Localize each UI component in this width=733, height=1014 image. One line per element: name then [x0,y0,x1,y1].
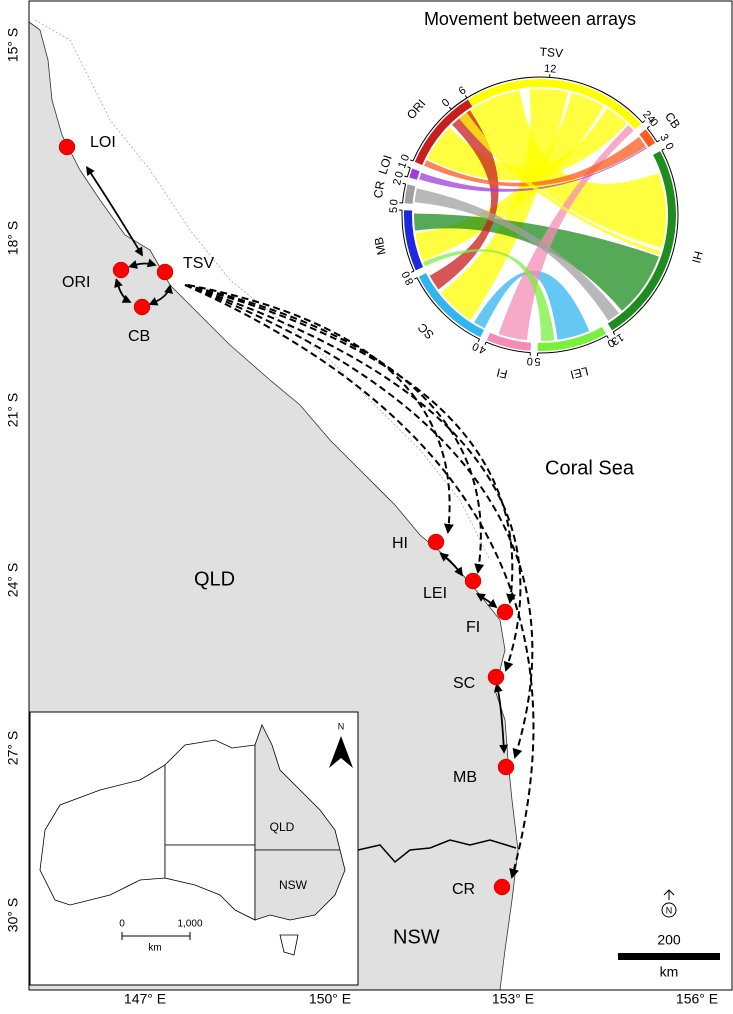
scale-unit: km [660,964,679,980]
inset-north-label: N [338,721,345,731]
lat-label: 24° S [5,563,21,597]
lon-label: 156° E [676,991,718,1007]
chord-tick-label: 12 [544,63,557,76]
site-marker [465,573,481,589]
lat-label: 27° S [5,731,21,765]
site-marker [498,759,514,775]
chord-title: Movement between arrays [424,9,636,29]
chord-tick-label: 0 [526,355,533,367]
site-marker [428,534,444,550]
inset-map: QLD NSW 0 1,000 km N [30,712,358,985]
chord-sector [413,170,416,179]
australia-nt [165,740,255,845]
region-label: NSW [393,926,440,948]
site-label: TSV [183,255,214,272]
site-marker [157,264,173,280]
site-label: CR [452,881,475,898]
site-label: ORI [62,274,90,291]
region-label: QLD [194,568,235,590]
inset-scale-label: 1,000 [177,919,202,930]
lat-label: 15° S [5,28,21,62]
north-label: N [666,905,673,915]
site-label: SC [453,675,475,692]
lon-label: 150° E [309,991,351,1007]
site-marker [497,604,513,620]
inset-scale-unit: km [148,943,161,954]
site-label: LEI [423,585,447,602]
chord-sector [409,185,412,203]
inset-scale-label: 0 [119,919,125,930]
chord-tick-label: 5 [388,207,400,214]
site-label: HI [392,535,408,552]
chord-sector-label: CR [371,180,388,200]
inset-region-label: QLD [270,820,295,834]
chord-tick-label: 0 [388,199,400,206]
scale-bar-rect [618,953,720,960]
lat-label: 21° S [5,393,21,427]
lat-label: 18° S [5,221,21,255]
site-marker [494,879,510,895]
inset-region-label: NSW [279,878,308,892]
site-label: MB [453,769,477,786]
lon-label: 147° E [124,991,166,1007]
chord-tick-label: 5 [534,355,540,367]
site-label: FI [466,619,480,636]
site-label: LOI [90,134,116,151]
site-marker [113,262,129,278]
site-label: CB [128,328,150,345]
region-label: Coral Sea [545,457,635,479]
chord-sector-label: TSV [539,45,563,61]
lon-label: 153° E [492,991,534,1007]
site-marker [134,299,150,315]
scale-distance: 200 [657,932,681,948]
site-marker [59,139,75,155]
lat-label: 30° S [5,898,21,932]
site-marker [488,669,504,685]
